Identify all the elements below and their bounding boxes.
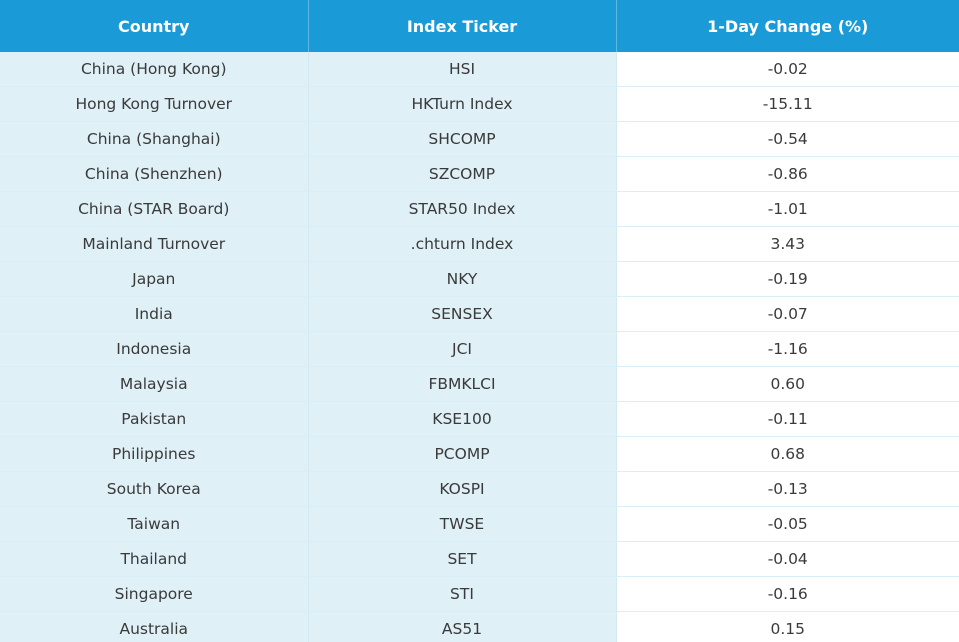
ticker-cell: TWSE xyxy=(308,506,617,542)
header-country: Country xyxy=(0,0,309,52)
table-row: Singapore STI -0.16 xyxy=(0,576,959,612)
change-cell: -0.07 xyxy=(616,296,959,332)
country-cell: Australia xyxy=(0,611,309,642)
table-row: Taiwan TWSE -0.05 xyxy=(0,506,959,542)
ticker-cell: PCOMP xyxy=(308,436,617,472)
change-cell: -1.01 xyxy=(616,191,959,227)
country-cell: Pakistan xyxy=(0,401,309,437)
table-row: Indonesia JCI -1.16 xyxy=(0,331,959,367)
ticker-cell: SET xyxy=(308,541,617,577)
ticker-cell: STAR50 Index xyxy=(308,191,617,227)
change-cell: -15.11 xyxy=(616,86,959,122)
change-cell: -0.02 xyxy=(616,52,959,87)
table-row: Thailand SET -0.04 xyxy=(0,541,959,577)
ticker-cell: HSI xyxy=(308,52,617,87)
country-cell: Mainland Turnover xyxy=(0,226,309,262)
country-cell: Indonesia xyxy=(0,331,309,367)
table-row: Philippines PCOMP 0.68 xyxy=(0,436,959,472)
ticker-cell: KOSPI xyxy=(308,471,617,507)
country-cell: Japan xyxy=(0,261,309,297)
country-cell: Thailand xyxy=(0,541,309,577)
change-cell: -0.11 xyxy=(616,401,959,437)
table-row: Malaysia FBMKLCI 0.60 xyxy=(0,366,959,402)
ticker-cell: JCI xyxy=(308,331,617,367)
change-cell: 0.15 xyxy=(616,611,959,642)
country-cell: China (Hong Kong) xyxy=(0,52,309,87)
country-cell: Taiwan xyxy=(0,506,309,542)
change-cell: -0.16 xyxy=(616,576,959,612)
country-cell: Philippines xyxy=(0,436,309,472)
country-cell: Malaysia xyxy=(0,366,309,402)
table-row: Japan NKY -0.19 xyxy=(0,261,959,297)
ticker-cell: AS51 xyxy=(308,611,617,642)
ticker-cell: STI xyxy=(308,576,617,612)
change-cell: -0.19 xyxy=(616,261,959,297)
change-cell: -0.05 xyxy=(616,506,959,542)
ticker-cell: NKY xyxy=(308,261,617,297)
ticker-cell: SZCOMP xyxy=(308,156,617,192)
change-cell: -1.16 xyxy=(616,331,959,367)
ticker-cell: SHCOMP xyxy=(308,121,617,157)
table-row: South Korea KOSPI -0.13 xyxy=(0,471,959,507)
change-cell: -0.54 xyxy=(616,121,959,157)
table-row: China (Shenzhen) SZCOMP -0.86 xyxy=(0,156,959,192)
table-row: Pakistan KSE100 -0.11 xyxy=(0,401,959,437)
country-cell: India xyxy=(0,296,309,332)
change-cell: -0.13 xyxy=(616,471,959,507)
country-cell: Hong Kong Turnover xyxy=(0,86,309,122)
ticker-cell: SENSEX xyxy=(308,296,617,332)
ticker-cell: .chturn Index xyxy=(308,226,617,262)
table-row: China (Hong Kong) HSI -0.02 xyxy=(0,52,959,87)
ticker-cell: HKTurn Index xyxy=(308,86,617,122)
country-cell: South Korea xyxy=(0,471,309,507)
table-row: Mainland Turnover .chturn Index 3.43 xyxy=(0,226,959,262)
header-index-ticker: Index Ticker xyxy=(308,0,617,52)
table-row: Australia AS51 0.15 xyxy=(0,611,959,642)
change-cell: 0.60 xyxy=(616,366,959,402)
table-row: China (Shanghai) SHCOMP -0.54 xyxy=(0,121,959,157)
country-cell: China (Shenzhen) xyxy=(0,156,309,192)
header-1-day-change: 1-Day Change (%) xyxy=(616,0,959,52)
country-cell: China (Shanghai) xyxy=(0,121,309,157)
table-row: Hong Kong Turnover HKTurn Index -15.11 xyxy=(0,86,959,122)
change-cell: 0.68 xyxy=(616,436,959,472)
table-row: India SENSEX -0.07 xyxy=(0,296,959,332)
change-cell: 3.43 xyxy=(616,226,959,262)
table-header-row: Country Index Ticker 1-Day Change (%) xyxy=(0,0,959,52)
ticker-cell: KSE100 xyxy=(308,401,617,437)
country-cell: China (STAR Board) xyxy=(0,191,309,227)
country-cell: Singapore xyxy=(0,576,309,612)
ticker-cell: FBMKLCI xyxy=(308,366,617,402)
table-body: China (Hong Kong) HSI -0.02 Hong Kong Tu… xyxy=(0,52,959,642)
table-row: China (STAR Board) STAR50 Index -1.01 xyxy=(0,191,959,227)
change-cell: -0.04 xyxy=(616,541,959,577)
change-cell: -0.86 xyxy=(616,156,959,192)
